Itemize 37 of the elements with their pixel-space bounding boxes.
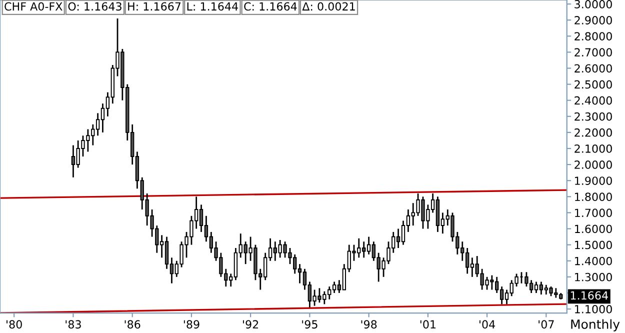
y-tick-label: 3.0000 — [574, 0, 612, 8]
x-tick-label: '04 — [480, 320, 495, 329]
text: Monthly — [571, 319, 620, 332]
x-tick-label: '89 — [184, 320, 200, 329]
y-tick-label: 1.4000 — [575, 256, 612, 266]
y-tick-label: 1.9000 — [575, 176, 612, 185]
annotation: CHF A0-FX — [4, 2, 62, 11]
y-tick-label: 2.9000 — [574, 16, 612, 24]
annotation: 1.1664 — [570, 291, 608, 300]
x-tick-label: '83 — [66, 320, 81, 329]
y-tick-label: 1.7000 — [575, 208, 612, 218]
x-tick-label: '98 — [361, 320, 377, 329]
annotation: C: 1.1664 — [244, 2, 297, 11]
y-tick-label: 2.6000 — [574, 64, 612, 73]
y-tick-label: 2.4000 — [574, 96, 612, 105]
x-tick-label: '01 — [420, 320, 436, 329]
annotation: Δ: 0.0021 — [302, 2, 355, 11]
y-tick-label: 2.5000 — [574, 80, 612, 89]
y-tick-label: 1.1000 — [575, 304, 612, 314]
y-tick-label: 1.3000 — [575, 272, 612, 282]
x-tick-label: '07 — [538, 320, 554, 329]
y-tick-label: 1.6000 — [575, 224, 612, 234]
annotation: O: 1.1643 — [68, 2, 122, 11]
y-tick-label: 1.8000 — [575, 192, 612, 202]
y-tick-label: 2.7000 — [574, 48, 612, 57]
y-tick-label: 2.3000 — [574, 112, 612, 121]
y-tick-label: 1.5000 — [575, 240, 612, 250]
y-tick-label: 2.8000 — [574, 32, 612, 40]
x-tick-label: '95 — [302, 320, 318, 329]
x-tick-label: '86 — [124, 320, 140, 329]
y-tick-label: 2.0000 — [574, 160, 612, 169]
y-tick-label: 2.1000 — [574, 144, 612, 153]
annotation: H: 1.1667 — [128, 2, 181, 11]
x-tick-label: '92 — [243, 320, 258, 329]
x-tick-label: '80 — [6, 320, 22, 329]
annotation: L: 1.1644 — [187, 2, 238, 11]
y-tick-label: 2.2000 — [574, 128, 612, 137]
